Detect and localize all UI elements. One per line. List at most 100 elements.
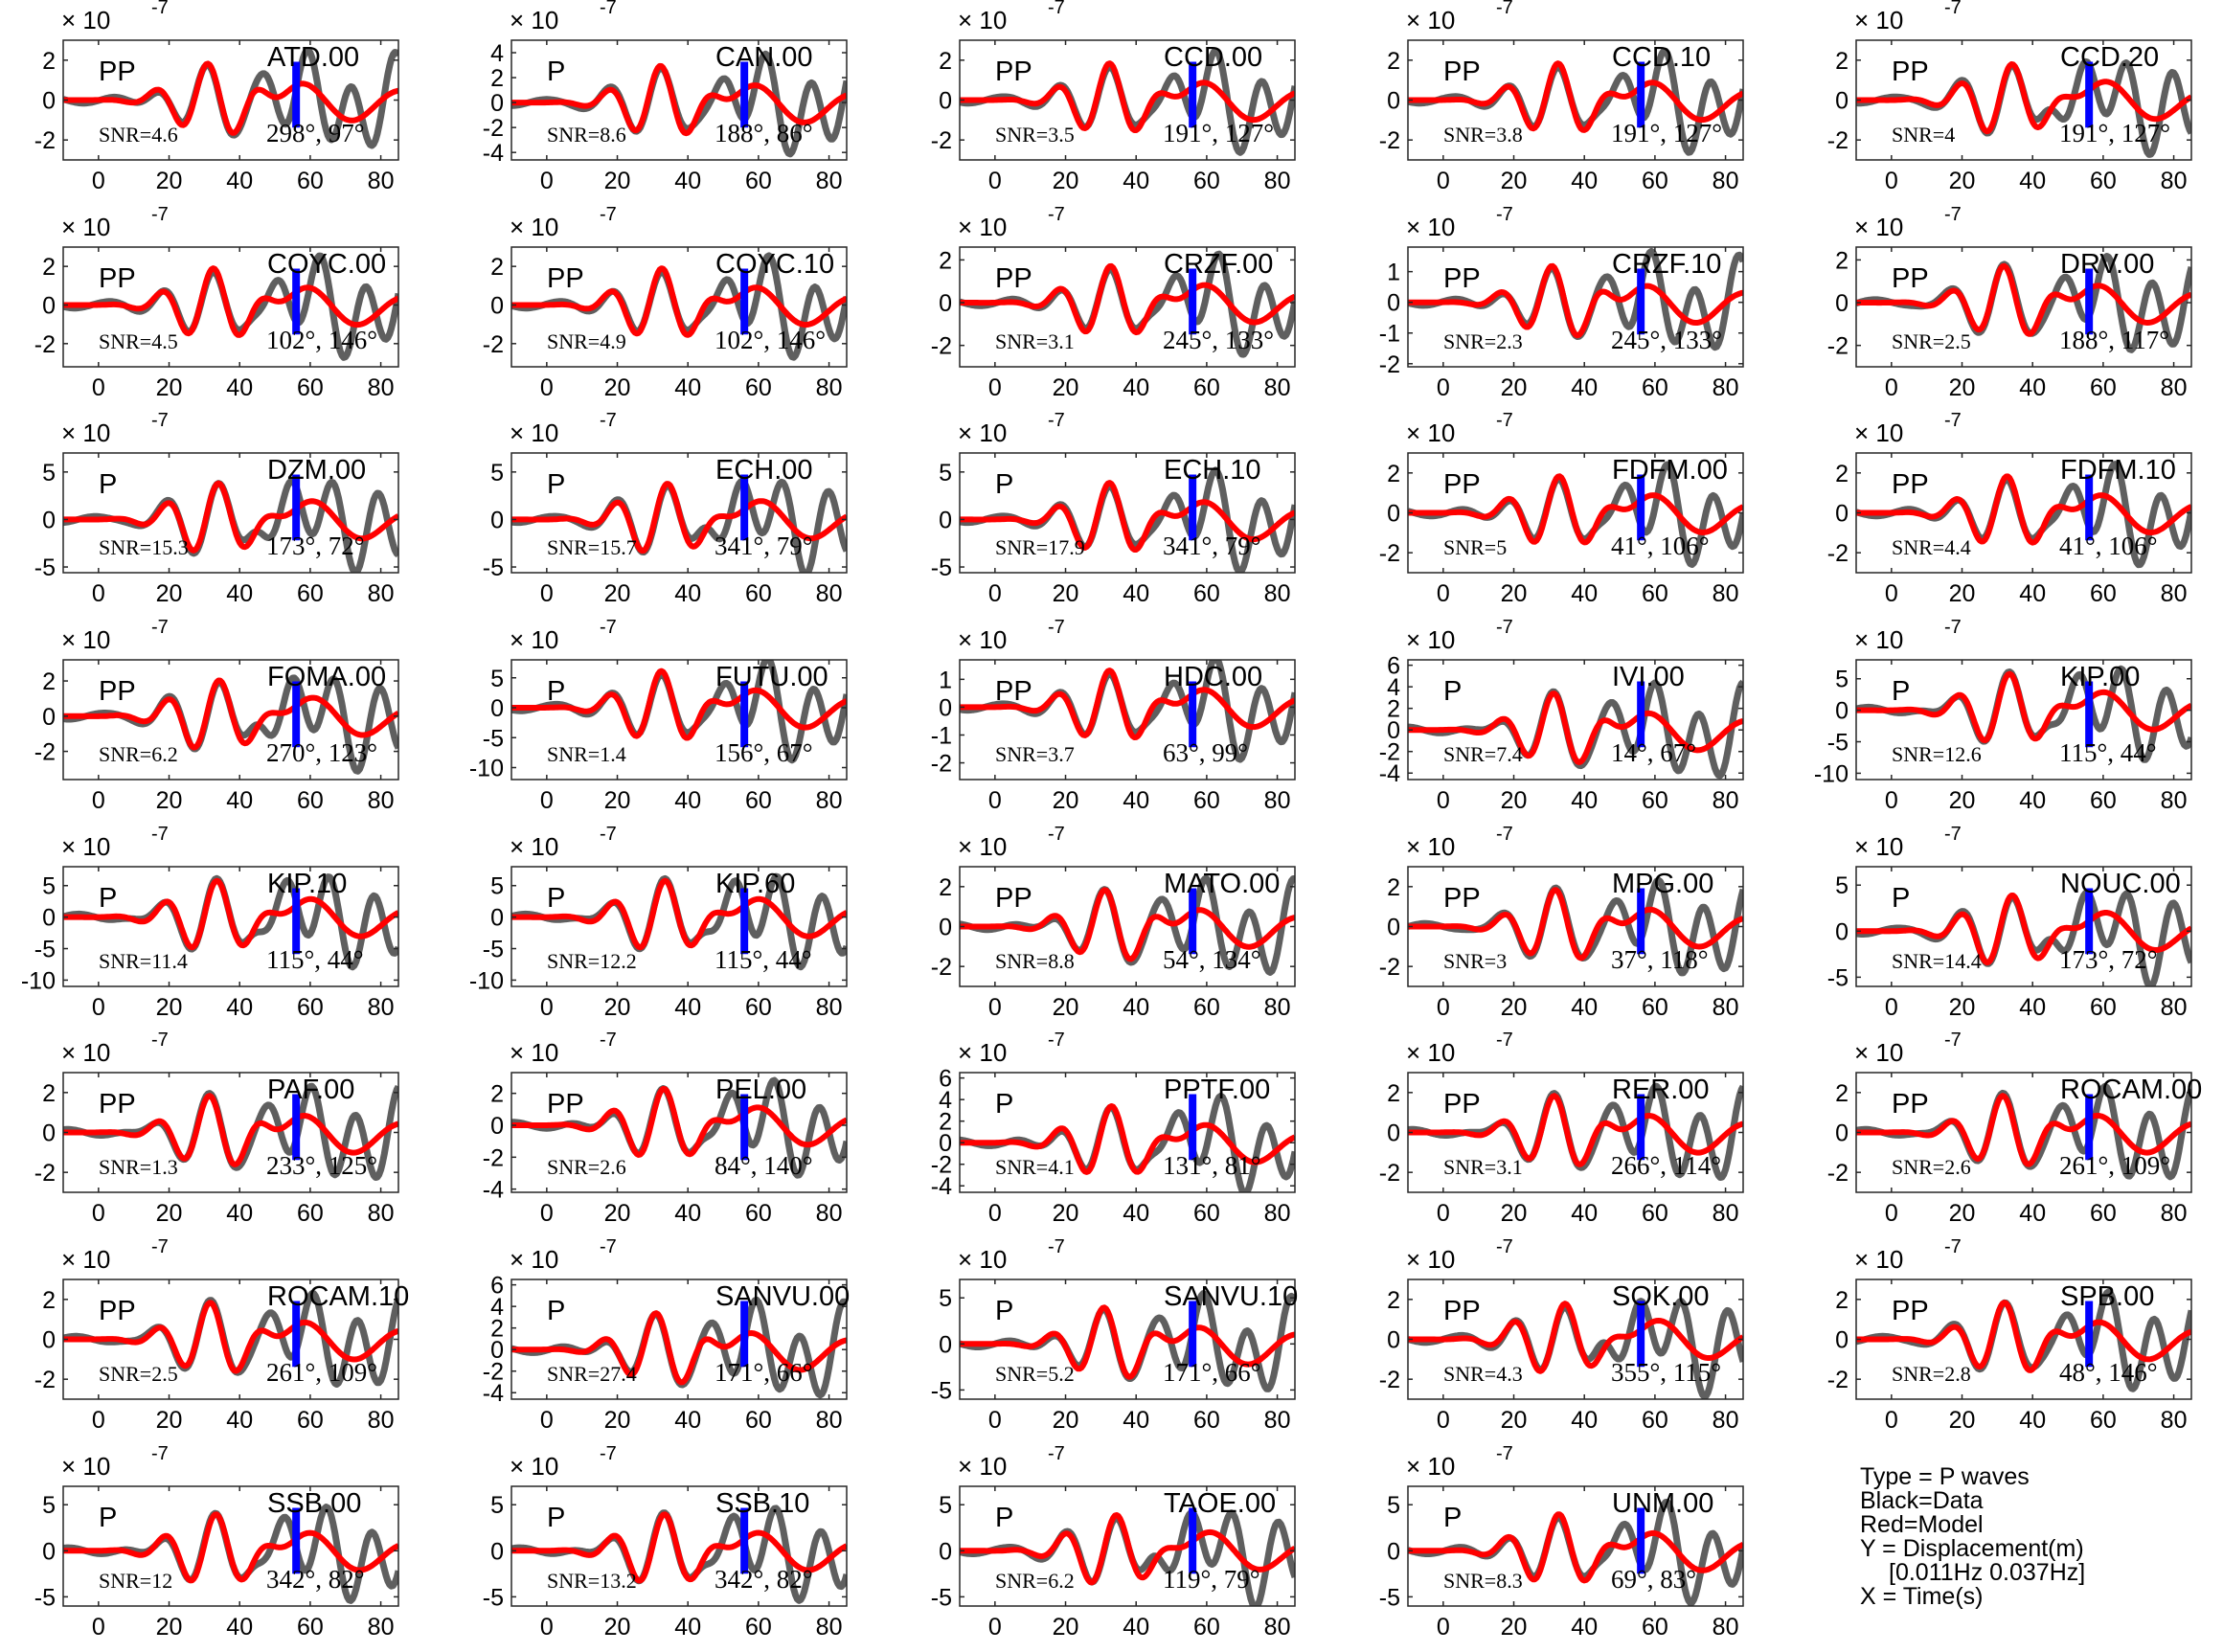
y-tick-label: 0: [939, 1130, 952, 1157]
axes-svg: 0 20 40 60 80 -10 -5 0 5× 10 -7 P KIP.00 SNR=12.6 115…: [1814, 617, 2192, 814]
x-tick-label: 0: [1885, 374, 1898, 401]
scale-exponent: -7: [1944, 617, 1962, 638]
x-tick-label: 40: [2019, 1200, 2046, 1227]
y-tick-label: 0: [1835, 1120, 1849, 1147]
azimuth-distance-label: 191°, 127°: [1163, 119, 1274, 147]
station-label: DRV.00: [2060, 249, 2154, 280]
phase-label: PP: [995, 57, 1032, 87]
y-tick-label: 2: [1387, 1080, 1400, 1107]
azimuth-distance-label: 188°, 86°: [715, 119, 813, 147]
scale-factor: × 10: [1406, 832, 1455, 861]
y-tick-label: 0: [1387, 88, 1400, 115]
snr-label: SNR=2.6: [1892, 1155, 1971, 1179]
axes-svg: 0 20 40 60 80 -10 -5 0 5× 10 -7 P FUTU.00 SNR=1.4 156…: [469, 617, 848, 814]
scale-exponent: -7: [1048, 204, 1065, 225]
scale-exponent: -7: [1496, 1236, 1513, 1257]
phase-label: PP: [1443, 1089, 1481, 1120]
x-tick-label: 40: [2019, 994, 2046, 1021]
scale-exponent: -7: [600, 617, 617, 638]
x-tick-label: 60: [745, 580, 772, 607]
y-tick-label: 2: [490, 65, 504, 92]
station-label: CRZF.10: [1612, 249, 1721, 280]
snr-label: SNR=1.3: [99, 1155, 178, 1179]
x-tick-label: 60: [745, 374, 772, 401]
scale-factor: × 10: [1854, 1038, 1903, 1067]
x-tick-label: 60: [297, 374, 324, 401]
snr-label: SNR=7.4: [1443, 742, 1523, 766]
y-tick-label: 0: [1387, 501, 1400, 528]
axes-box: [62, 452, 399, 574]
phase-label: PP: [995, 883, 1032, 914]
x-tick-label: 20: [1949, 580, 1976, 607]
model-trace: [511, 668, 847, 741]
x-tick-label: 80: [368, 994, 395, 1021]
subplot-dzm-00: 0 20 40 60 80 -5 0 5 × 10 -7 P DZM.00 SNR=15.3 173°, …: [0, 410, 399, 614]
azimuth-distance-label: 115°, 44°: [266, 945, 364, 974]
x-tick-label: 60: [2090, 787, 2117, 814]
axes-svg: 0 20 40 60 80 -2 0 2× 10 -7 PP MATO.00 SNR=8.8 54°, …: [931, 824, 1296, 1021]
axes-box: [62, 659, 399, 781]
x-tick-label: 40: [226, 1614, 253, 1641]
snr-label: SNR=12: [99, 1569, 172, 1593]
x-tick-label: 60: [1642, 374, 1668, 401]
model-trace: [1856, 262, 2191, 337]
scale-exponent: -7: [1048, 1443, 1065, 1464]
axes-box: [510, 1279, 848, 1400]
axes-svg: 0 20 40 60 80 -2 0 2× 10 -7 PP SOK.00 SNR=4.3 355°, …: [1379, 1236, 1744, 1434]
x-tick-label: 80: [368, 580, 395, 607]
phase-label: P: [99, 1503, 117, 1533]
arrival-marker: [740, 474, 749, 541]
scale-exponent: -7: [151, 824, 169, 845]
scale-factor: × 10: [61, 6, 110, 34]
scale-factor: × 10: [1854, 832, 1903, 861]
axes-box: [510, 1072, 848, 1193]
phase-label: P: [1443, 1503, 1462, 1533]
x-tick-label: 40: [674, 787, 701, 814]
y-tick-label: -5: [34, 554, 56, 581]
model-trace: [1408, 690, 1743, 765]
y-tick-label: 0: [490, 1337, 504, 1364]
x-tick-label: 20: [1053, 168, 1079, 194]
scale-exponent: -7: [600, 824, 617, 845]
legend-type: Type = P waves: [1860, 1463, 2030, 1490]
x-tick-label: 40: [1123, 1614, 1149, 1641]
model-trace: [1408, 60, 1743, 133]
scale-factor: × 10: [958, 6, 1007, 34]
model-trace: [1408, 887, 1743, 962]
snr-label: SNR=1.4: [547, 742, 626, 766]
y-tick-label: -10: [469, 756, 504, 782]
arrival-marker: [292, 474, 301, 541]
x-tick-label: 80: [2161, 1407, 2188, 1434]
scale-factor: × 10: [61, 832, 110, 861]
azimuth-distance-label: 245°, 133°: [1163, 326, 1274, 354]
snr-label: SNR=5.2: [995, 1362, 1075, 1386]
x-tick-label: 60: [2090, 168, 2117, 194]
x-tick-label: 20: [604, 1614, 631, 1641]
x-tick-label: 40: [2019, 787, 2046, 814]
scale-exponent: -7: [1496, 204, 1513, 225]
phase-label: PP: [1443, 57, 1481, 87]
x-tick-label: 40: [1571, 580, 1598, 607]
model-trace: [1408, 1093, 1743, 1167]
azimuth-distance-label: 342°, 82°: [266, 1565, 365, 1594]
x-tick-label: 20: [1053, 1614, 1079, 1641]
y-tick-label: -5: [931, 1377, 952, 1404]
arrival-marker: [292, 268, 301, 335]
station-label: COYC.10: [715, 249, 834, 280]
scale-factor: × 10: [510, 832, 558, 861]
model-trace: [63, 1511, 398, 1584]
x-tick-label: 0: [92, 1200, 105, 1227]
legend-y: Y = Displacement(m): [1860, 1535, 2084, 1562]
y-tick-label: 2: [1835, 1287, 1849, 1314]
y-tick-label: 5: [1835, 872, 1849, 899]
y-tick-label: 0: [939, 507, 952, 533]
y-tick-label: 5: [1387, 1492, 1400, 1519]
x-tick-label: 40: [1571, 994, 1598, 1021]
station-label: SSB.00: [267, 1488, 361, 1519]
snr-label: SNR=4.9: [547, 329, 626, 353]
axes-svg: 0 20 40 60 80 -2 0 2× 10 -7 PP COYC.00 SNR=4.5 102°,…: [34, 204, 399, 401]
x-tick-label: 20: [156, 580, 183, 607]
scale-factor: × 10: [510, 625, 558, 654]
